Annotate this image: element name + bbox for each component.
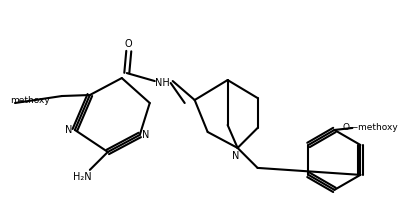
Text: O—methoxy: O—methoxy xyxy=(343,124,398,132)
Text: N: N xyxy=(65,125,72,135)
Text: methoxy: methoxy xyxy=(10,95,50,104)
Text: N: N xyxy=(232,151,239,161)
Text: O: O xyxy=(125,39,132,49)
Text: NH: NH xyxy=(156,78,170,88)
Text: N: N xyxy=(142,130,149,140)
Text: H₂N: H₂N xyxy=(72,172,91,182)
